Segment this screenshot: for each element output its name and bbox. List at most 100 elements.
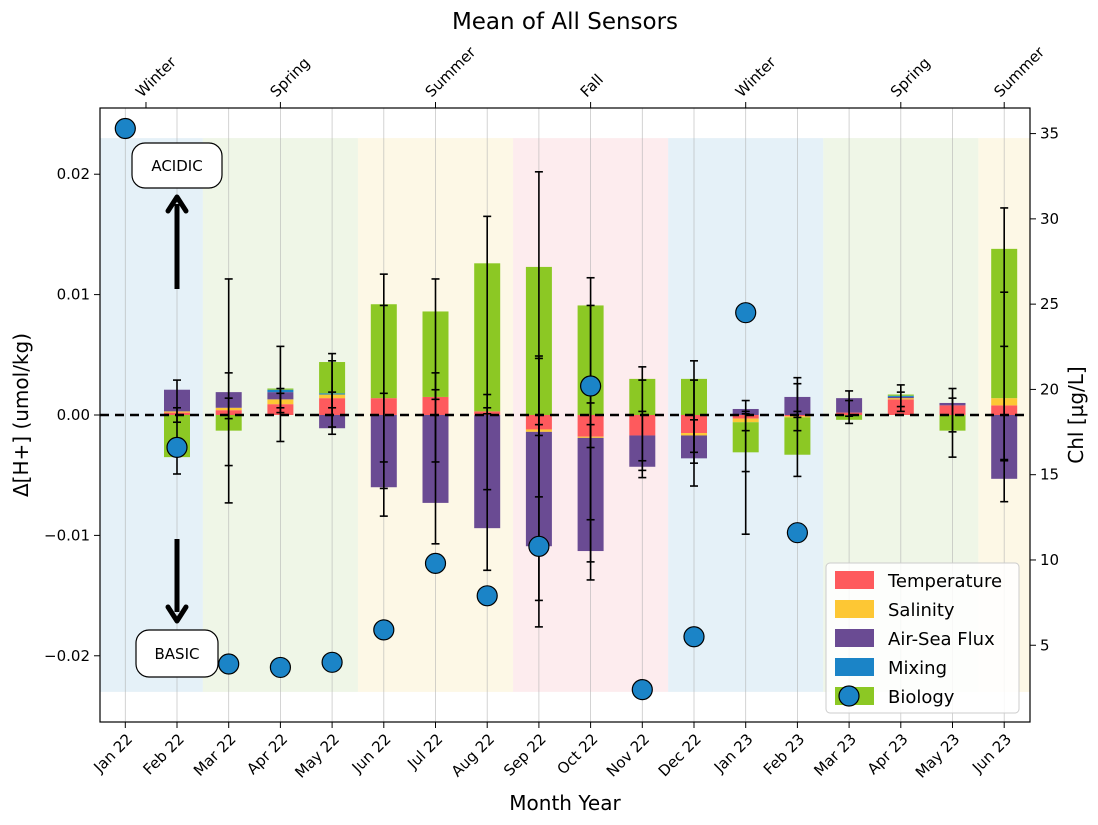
y-axis-title-right: Chl [µg/L] [1064,366,1088,463]
chl-point [166,436,188,459]
error-bar [173,406,181,424]
error-bar [431,372,440,463]
error-bar [586,423,595,449]
chl-point [735,302,757,324]
error-bar [793,382,802,432]
error-bar [173,379,181,475]
x-tick-label: Oct 22 [553,730,601,778]
season-label: Spring [887,54,934,101]
acidic-label: ACIDIC [151,157,202,175]
x-tick-label: Jun 23 [968,730,1015,777]
x-tick-label: Jan 22 [89,730,136,777]
basic-label-box [135,629,219,678]
chl-point [269,656,291,679]
error-bar [534,423,543,437]
legend-label: Temperature [887,571,1002,592]
chl-point [424,552,447,574]
chart-title: Mean of All Sensors [452,9,678,35]
y-right-tick-label: 25 [1040,295,1059,313]
season-label: Fall [577,71,607,101]
basic-label: BASIC [155,645,200,663]
error-bar [741,412,750,432]
x-axis: Jan 22 Feb 22 Mar 22 Apr 22 May 22 Jun 22 Jul … [89,722,1015,782]
legend-frame [825,562,1020,714]
legend-label: Biology [888,687,955,708]
season-label: Summer [990,43,1048,101]
basic-annotation: BASIC [135,539,219,678]
x-tick-label: Jun 22 [348,730,395,777]
y-tick-label: −0.01 [44,526,90,544]
x-tick-label: Apr 22 [243,730,291,778]
error-bar [224,397,233,420]
x-tick-label: Sep 22 [500,730,550,780]
error-bar [793,410,802,419]
error-bar [431,388,440,401]
chl-point [373,619,395,641]
legend-swatch [835,571,874,589]
legend-label: Mixing [888,658,947,679]
legend-swatch [835,629,874,647]
x-tick-label: Feb 22 [139,730,187,778]
season-axis: Winter Spring Summer Fall Winter Spring Summer [132,43,1049,108]
x-tick-label: May 22 [291,730,343,782]
y-axis-left: −0.02 −0.01 0.00 0.01 0.02 [44,165,100,665]
y-right-tick-label: 15 [1040,466,1059,484]
chl-point [476,585,498,607]
chl-point [321,651,343,673]
error-bar [586,402,595,521]
y-axis-title-left: Δ[H+] (umol/kg) [9,333,33,497]
legend-chl-marker [838,685,860,707]
y-right-tick-label: 30 [1040,210,1059,228]
legend-label: Salinity [888,600,955,621]
error-bar [896,391,905,408]
y-tick-label: 0.02 [57,165,90,183]
legend: Temperature Salinity Air-Sea Flux Mixing Bio… [825,562,1020,714]
error-bar [690,419,698,454]
y-axis-right: 5 10 15 20 25 30 35 [1030,125,1059,654]
x-tick-label: Apr 23 [864,730,912,778]
error-bar [328,391,337,409]
x-tick-label: Jul 22 [403,730,446,773]
season-label: Winter [132,53,180,101]
x-tick-label: Mar 23 [810,730,860,780]
season-label: Spring [267,54,314,101]
y-right-tick-label: 20 [1040,380,1059,398]
error-bars [173,171,1009,628]
x-tick-label: Mar 22 [190,730,240,780]
error-bar [379,304,388,463]
chl-label: Chl [1064,432,1088,464]
y-tick-label: 0.00 [57,406,90,424]
y-tick-label: −0.02 [44,647,90,665]
acidic-label-box [131,142,223,189]
chl-point [786,522,809,544]
chl-point [683,626,705,648]
error-bar [948,397,957,433]
acidic-annotation: ACIDIC [131,142,223,289]
x-tick-label: Feb 23 [760,730,808,778]
x-tick-label: Dec 22 [655,730,705,780]
y-right-tick-label: 35 [1040,125,1059,143]
chl-point [528,535,550,557]
x-tick-label: Jan 23 [710,730,757,777]
chl-point [218,653,240,675]
x-tick-label: Aug 22 [448,730,498,780]
chl-point [579,375,602,397]
error-bar [845,399,854,418]
chl-points [114,117,809,701]
season-label: Summer [422,43,480,101]
legend-swatch [835,600,874,618]
legend-swatch [835,658,874,676]
x-tick-label: Nov 22 [603,730,653,780]
chl-point [114,117,136,140]
y-tick-label: 0.01 [57,286,90,304]
legend-label: Air-Sea Flux [888,629,995,650]
x-tick-label: May 23 [912,730,964,782]
error-bar [483,406,492,415]
y-right-tick-label: 10 [1040,551,1059,569]
chl-point [631,678,653,701]
error-bar [638,410,647,462]
error-bar [483,215,492,572]
y-right-tick-label: 5 [1040,636,1050,654]
